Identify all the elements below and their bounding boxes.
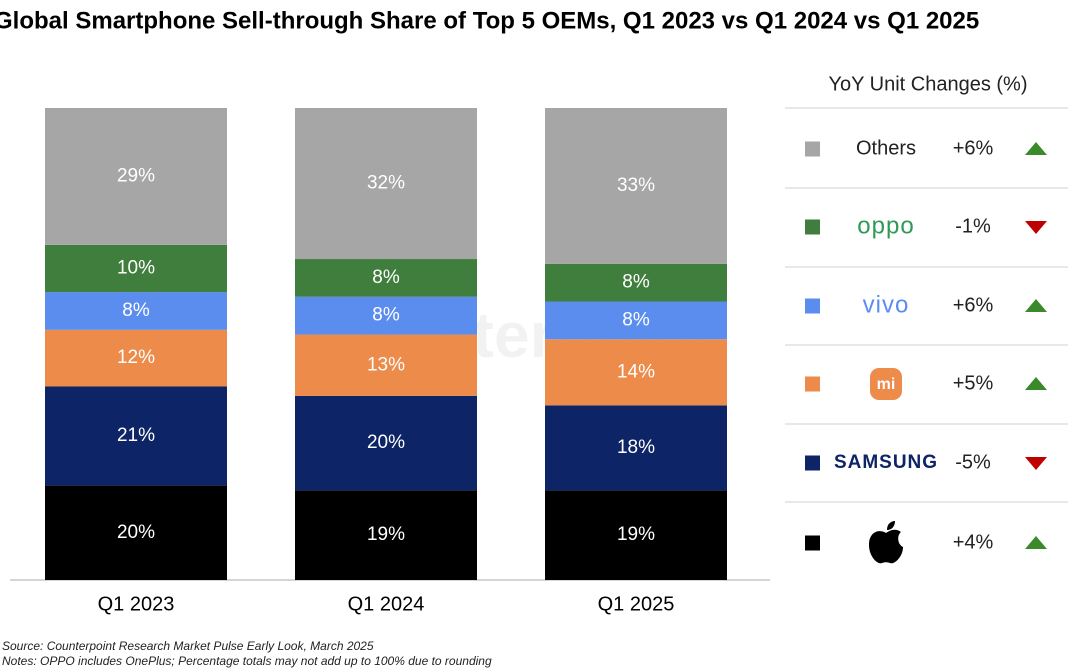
bar-segment — [45, 244, 227, 293]
data-label: 20% — [367, 432, 405, 453]
legend-swatch — [805, 298, 820, 314]
bar-segment — [45, 108, 227, 245]
change-label: -1% — [955, 215, 991, 237]
data-label: 29% — [117, 165, 155, 186]
legend-title: YoY Unit Changes (%) — [828, 73, 1027, 95]
data-label: 8% — [622, 309, 650, 330]
bar-segment — [545, 301, 727, 340]
bar-segment — [45, 386, 227, 486]
change-label: -5% — [955, 451, 991, 473]
arrow-down — [1025, 457, 1047, 470]
data-label: 10% — [117, 257, 155, 278]
bar-segment — [295, 334, 477, 396]
legend-swatch — [805, 455, 820, 471]
bar-segment — [295, 296, 477, 335]
legend-name: mi — [877, 376, 896, 393]
data-label: 33% — [617, 175, 655, 196]
data-label: 32% — [367, 173, 405, 194]
bar-segment — [545, 405, 727, 491]
data-label: 14% — [617, 361, 655, 382]
bar-segment — [295, 108, 477, 260]
change-label: +5% — [953, 372, 994, 394]
x-tick-label: Q1 2025 — [598, 593, 675, 615]
data-label: 12% — [117, 347, 155, 368]
bar-segment — [545, 108, 727, 264]
legend-swatch — [805, 535, 820, 551]
source: Source: Counterpoint Research Market Pul… — [2, 639, 374, 653]
data-label: 8% — [372, 267, 400, 288]
change-label: +6% — [953, 294, 994, 316]
arrow-up — [1025, 299, 1047, 312]
arrow-up — [1025, 377, 1047, 390]
legend-name: vivo — [863, 291, 910, 318]
legend-swatch — [805, 141, 820, 157]
notes: Notes: OPPO includes OnePlus; Percentage… — [2, 654, 492, 668]
apple-shape — [869, 529, 903, 564]
arrow-up — [1025, 536, 1047, 549]
legend-name: SAMSUNG — [834, 452, 938, 473]
data-label: 8% — [622, 272, 650, 293]
change-label: +4% — [953, 531, 994, 553]
data-label: 18% — [617, 437, 655, 458]
legend-name: oppo — [857, 212, 914, 239]
bar-segment — [295, 259, 477, 297]
legend-swatch — [805, 219, 820, 235]
data-label: 13% — [367, 354, 405, 375]
legend-swatch — [805, 376, 820, 392]
arrow-down — [1025, 221, 1047, 234]
bar-segment — [545, 263, 727, 302]
data-label: 20% — [117, 522, 155, 543]
bar-segment — [45, 329, 227, 387]
apple-logo — [869, 521, 903, 564]
bar-segment — [295, 395, 477, 491]
legend-name: Others — [856, 137, 916, 159]
bar-segment — [545, 339, 727, 406]
change-label: +6% — [953, 137, 994, 159]
arrow-up — [1025, 142, 1047, 155]
bar-segment — [45, 292, 227, 330]
apple-leaf — [887, 521, 895, 530]
x-tick-label: Q1 2023 — [98, 593, 175, 615]
x-tick-label: Q1 2024 — [348, 593, 425, 615]
data-label: 19% — [617, 524, 655, 545]
bar-segment — [45, 485, 227, 580]
data-label: 8% — [122, 300, 150, 321]
bar-segment — [545, 490, 727, 580]
bar-segment — [295, 490, 477, 580]
chart-title: Global Smartphone Sell-through Share of … — [0, 7, 979, 34]
data-label: 19% — [367, 524, 405, 545]
data-label: 21% — [117, 425, 155, 446]
data-label: 8% — [372, 305, 400, 326]
xiaomi-badge — [870, 368, 902, 400]
